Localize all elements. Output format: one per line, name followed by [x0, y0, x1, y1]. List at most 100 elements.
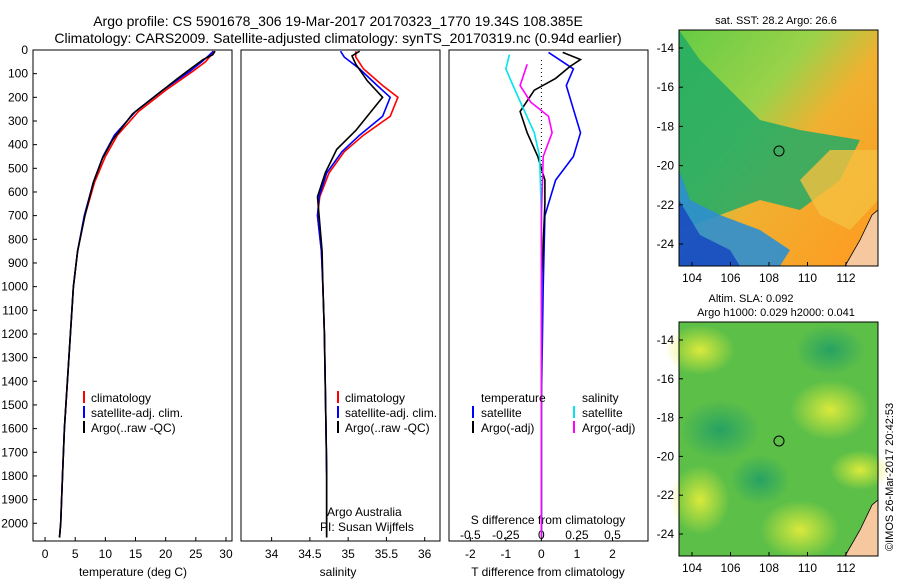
map-y-tick-label: -20: [657, 449, 675, 463]
x-tick-label: 25: [189, 547, 203, 561]
x-tick-label: 5: [72, 547, 79, 561]
x-tick-label: 15: [129, 547, 143, 561]
map-y-tick-label: -24: [657, 527, 675, 541]
map-y-tick-label: -14: [657, 41, 675, 55]
map-x-tick-label: 106: [720, 271, 740, 285]
temperature-legend: climatology satellite-adj. clim. Argo(..…: [83, 391, 183, 435]
series-line-temperature-satellite: [540, 51, 582, 538]
x-tick-label: 36: [418, 547, 432, 561]
legend-argo: Argo(..raw -QC): [91, 421, 176, 435]
x-tick-label: 35.5: [375, 547, 399, 561]
x-tick-label: 0: [538, 547, 545, 561]
sst-map-x-ticks: 104 106 108 110 112: [682, 262, 856, 285]
map-y-tick-label: -14: [657, 333, 675, 347]
x-tick-label: 1: [574, 547, 581, 561]
salinity-x-ticks: 34 34.5 35 35.5 36: [265, 537, 432, 561]
sla-map-title1: Altim. SLA: 0.092: [709, 293, 794, 305]
map-x-tick-label: 110: [798, 561, 817, 575]
depth-tick-label: 300: [8, 114, 28, 128]
legend-climatology: climatology: [91, 391, 151, 405]
series-line-climatology: [316, 51, 399, 538]
map-x-tick-label: 104: [682, 271, 702, 285]
map-y-tick-label: -20: [657, 159, 675, 173]
argo-location-marker: [773, 145, 785, 157]
difference-legend-salinity: salinity satellite Argo(-adj): [573, 391, 635, 435]
map-y-tick-label: -18: [657, 411, 675, 425]
top-x-tick-label: 0.25: [565, 528, 589, 542]
temperature-xlabel: temperature (deg C): [79, 565, 187, 579]
legend-argo: Argo(..raw -QC): [345, 421, 430, 435]
temperature-lines: [58, 50, 216, 538]
depth-tick-label: 1000: [1, 280, 28, 294]
difference-legend-temperature: temperature satellite Argo(-adj): [472, 391, 546, 435]
map-x-tick-label: 108: [759, 271, 779, 285]
depth-tick-label: 400: [8, 138, 28, 152]
difference-lines: [505, 51, 583, 538]
legend-temperature-title: temperature: [481, 391, 546, 405]
depth-tick-label: 900: [8, 256, 28, 270]
map-y-tick-label: -18: [657, 119, 675, 133]
map-x-tick-label: 108: [759, 561, 779, 575]
depth-tick-label: 1700: [1, 445, 28, 459]
map-x-tick-label: 110: [798, 271, 817, 285]
depth-tick-label: 100: [8, 67, 28, 81]
x-tick-label: -2: [465, 547, 476, 561]
map-y-tick-label: -22: [657, 198, 675, 212]
depth-tick-label: 1500: [1, 398, 28, 412]
sla-map-y-ticks: -14 -16 -18 -20 -22 -24: [657, 333, 683, 541]
salinity-legend: climatology satellite-adj. clim. Argo(..…: [337, 391, 437, 435]
series-line-climatology: [58, 50, 216, 538]
depth-tick-label: 1600: [1, 422, 28, 436]
map-x-tick-label: 106: [720, 561, 740, 575]
series-line-salinity-satellite: [505, 54, 543, 538]
sla-map-x-ticks: 104 106 108 110 112: [682, 552, 856, 575]
depth-tick-label: 1900: [1, 493, 28, 507]
header-line2: Climatology: CARS2009. Satellite-adjuste…: [54, 30, 621, 46]
footer-credit: ©IMOS 26-Mar-2017 20:42:53: [884, 403, 896, 551]
sst-map-y-ticks: -14 -16 -18 -20 -22 -24: [657, 41, 683, 251]
depth-tick-label: 0: [21, 43, 28, 57]
x-tick-label: 2: [609, 547, 616, 561]
x-tick-label: 34.5: [298, 547, 322, 561]
depth-tick-label: 2000: [1, 516, 28, 530]
series-line-argo: [58, 50, 216, 538]
map-x-tick-label: 112: [836, 561, 855, 575]
header-line1: Argo profile: CS 5901678_306 19-Mar-2017…: [93, 13, 583, 29]
temperature-x-ticks: 0 5 10 15 20 25 30: [42, 537, 233, 561]
legend-temp-satellite: satellite: [481, 406, 522, 420]
legend-salinity-title: salinity: [582, 391, 619, 405]
argo-location-marker: [773, 435, 785, 447]
difference-top-x-ticks: -0.5 -0.25 0 0.25 0.5: [460, 528, 621, 542]
x-tick-label: 0: [42, 547, 49, 561]
sst-map: [678, 29, 879, 267]
series-line-salinity-argo-adj-: [519, 63, 553, 538]
depth-tick-label: 1300: [1, 351, 28, 365]
x-tick-label: 20: [159, 547, 173, 561]
map-x-tick-label: 112: [836, 271, 855, 285]
depth-axis: 0 100 200 300 400 500 600 700 800 900 1000 1100 1200…: [1, 43, 37, 530]
x-tick-label: 30: [219, 547, 233, 561]
series-line-argo: [316, 50, 384, 538]
top-x-tick-label: -0.5: [460, 528, 481, 542]
salinity-xlabel: salinity: [320, 565, 357, 579]
legend-satellite: satellite-adj. clim.: [345, 406, 437, 420]
map-x-tick-label: 104: [682, 561, 702, 575]
legend-temp-argo: Argo(-adj): [481, 421, 534, 435]
difference-xlabel: T difference from climatology: [471, 565, 625, 579]
legend-climatology: climatology: [345, 391, 405, 405]
depth-tick-label: 500: [8, 161, 28, 175]
salinity-panel-frame: [240, 49, 441, 542]
x-tick-label: 35: [341, 547, 355, 561]
legend-satellite: satellite-adj. clim.: [91, 406, 183, 420]
salinity-lines: [316, 50, 399, 538]
depth-tick-label: 1100: [2, 303, 28, 317]
x-tick-label: 10: [99, 547, 113, 561]
depth-tick-label: 800: [8, 232, 28, 246]
series-line-temperature-argo-adj-: [519, 51, 583, 538]
legend-sal-argo: Argo(-adj): [582, 421, 635, 435]
depth-tick-label: 1200: [1, 327, 28, 341]
difference-xlabel-top: S difference from climatology: [471, 513, 626, 527]
map-y-tick-label: -16: [657, 372, 675, 386]
x-tick-label: 34: [265, 547, 279, 561]
